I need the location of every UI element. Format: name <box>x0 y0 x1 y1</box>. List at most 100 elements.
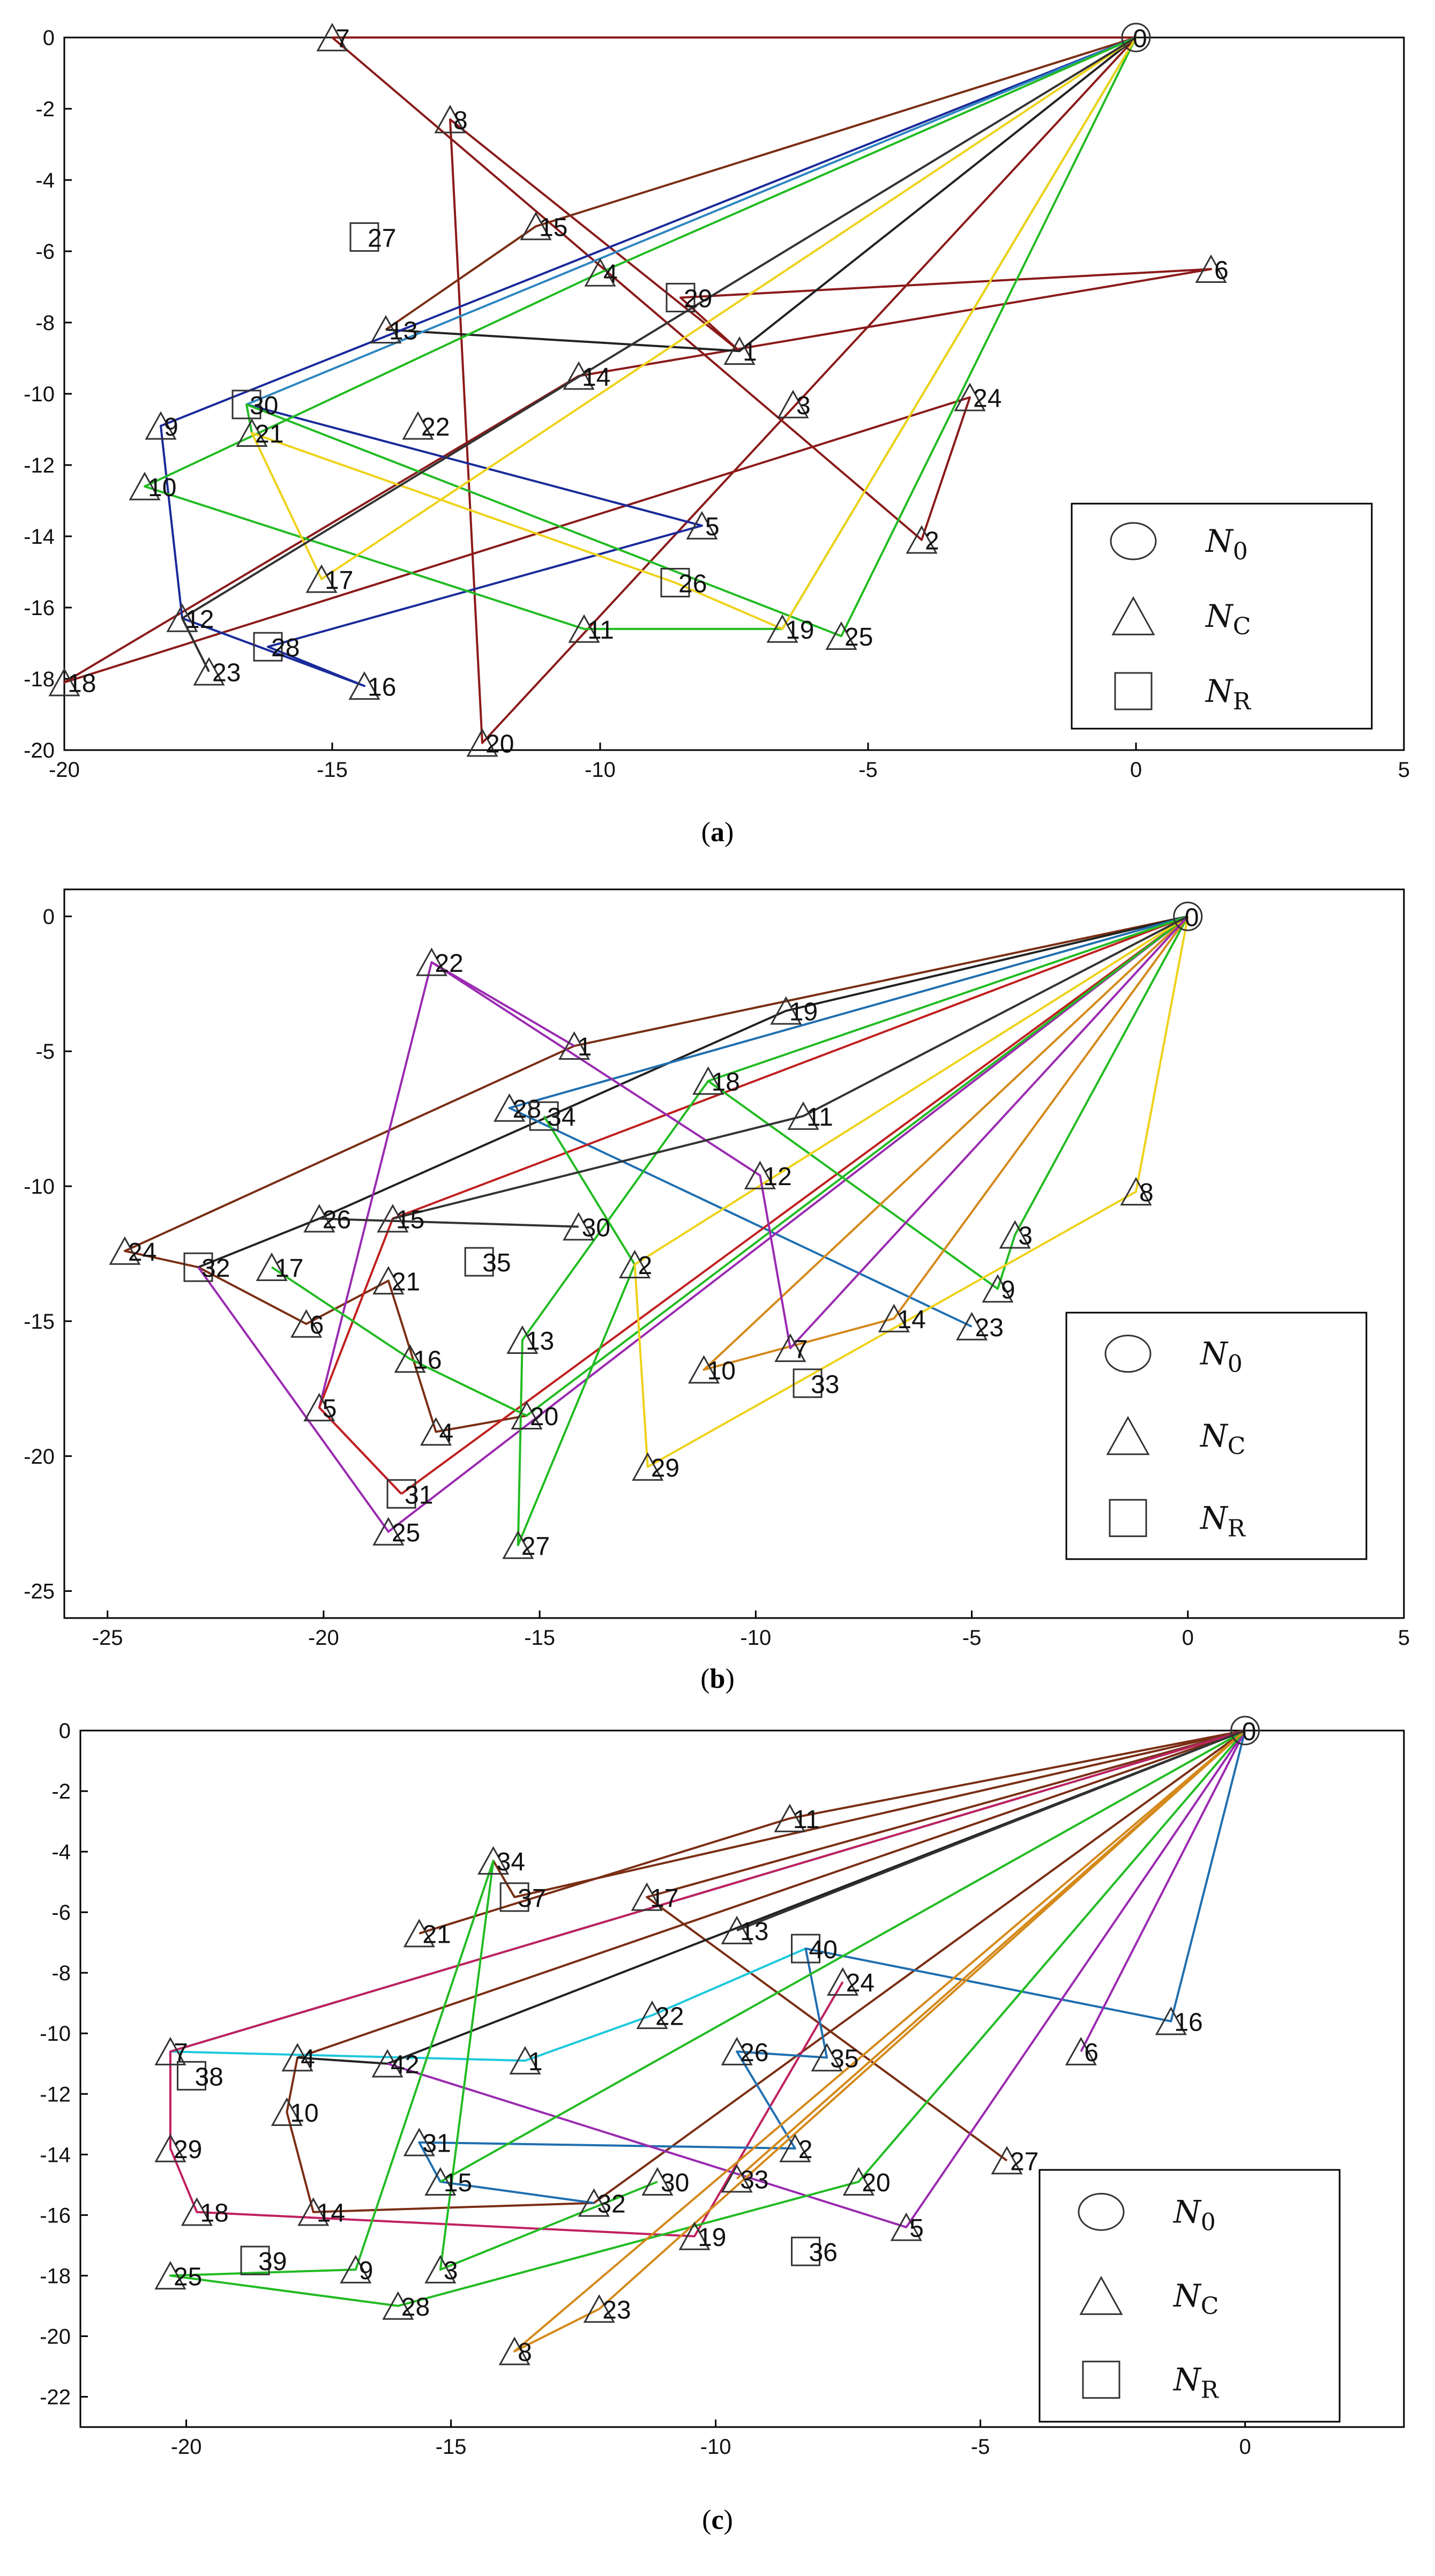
node-label: 27 <box>1010 2148 1038 2176</box>
node-14: 14 <box>878 1304 926 1334</box>
node-24: 24 <box>954 383 1001 413</box>
node-16: 16 <box>348 671 396 701</box>
node-26: 26 <box>660 567 707 598</box>
triangle-marker <box>825 621 857 650</box>
node-12: 12 <box>744 1160 792 1191</box>
node-label: 17 <box>275 1254 303 1283</box>
node-39: 39 <box>240 2245 287 2276</box>
x-tick-label: -15 <box>524 1626 555 1650</box>
node-label: 35 <box>830 2045 858 2073</box>
node-11: 11 <box>787 1101 833 1132</box>
y-tick-label: -14 <box>24 525 55 549</box>
triangle-marker <box>721 1915 753 1944</box>
legend-label: NC <box>1172 2278 1219 2320</box>
node-label: 16 <box>368 673 396 701</box>
triangle-marker <box>477 1846 510 1875</box>
node-label: 19 <box>698 2223 726 2252</box>
route-b-3 <box>508 915 1189 1328</box>
node-label: 1 <box>743 338 757 366</box>
square-marker <box>660 567 690 597</box>
triangle-marker <box>631 1882 663 1911</box>
depot-marker <box>1173 901 1203 931</box>
legend-triangle-icon <box>1079 2275 1123 2315</box>
x-tick-label: 0 <box>1239 2435 1251 2459</box>
triangle-marker <box>403 1919 435 1948</box>
node-0: 0 <box>1121 23 1151 53</box>
triangle-marker <box>48 668 80 697</box>
node-label: 9 <box>1001 1276 1015 1304</box>
triangle-marker <box>340 2255 372 2283</box>
node-label: 8 <box>1139 1179 1154 1207</box>
node-22: 22 <box>402 411 450 441</box>
y-tick-label: -4 <box>51 1840 71 1864</box>
node-27: 27 <box>502 1530 550 1561</box>
node-label: 22 <box>421 413 450 441</box>
x-tick-label: -5 <box>971 2435 990 2459</box>
node-label: 6 <box>310 1311 324 1339</box>
node-17: 17 <box>256 1252 303 1283</box>
node-27: 27 <box>349 222 396 252</box>
node-label: 37 <box>518 1884 546 1913</box>
triangle-marker <box>641 2167 674 2196</box>
triangle-marker <box>721 2036 753 2065</box>
square-marker <box>349 222 379 252</box>
node-3: 3 <box>999 1220 1033 1250</box>
node-13: 13 <box>506 1325 554 1356</box>
route-b-11 <box>633 915 1189 1468</box>
triangle-marker <box>774 1333 806 1362</box>
node-label: 16 <box>413 1346 442 1374</box>
node-label: 12 <box>185 605 214 634</box>
triangle-marker <box>494 1093 526 1122</box>
triangle-marker <box>1065 2036 1097 2065</box>
triangle-marker <box>563 361 595 390</box>
triangle-marker <box>1195 254 1227 283</box>
y-tick-label: -5 <box>35 1040 55 1064</box>
node-5: 5 <box>686 511 720 541</box>
chart-a: -20 -15 -10 -5 0 5 0 -2 -4 -6 -8 -10 -12 -14 -16 -18 -20… <box>24 23 1410 848</box>
node-label: 15 <box>396 1206 424 1234</box>
node-29: 29 <box>666 282 712 313</box>
route-a-8 <box>251 36 1137 630</box>
node-label: 33 <box>811 1371 839 1399</box>
node-label: 13 <box>389 317 417 345</box>
node-label: 29 <box>174 2136 202 2164</box>
route-a-2 <box>385 36 1137 331</box>
node-15: 15 <box>520 212 567 242</box>
square-marker <box>464 1247 494 1277</box>
triangle-marker <box>181 2197 213 2226</box>
node-label: 0 <box>1185 903 1199 932</box>
node-label: 5 <box>705 513 720 541</box>
legend-square-icon <box>1114 672 1153 710</box>
node-label: 25 <box>392 1519 420 1547</box>
legend: N0 NC NR <box>1071 503 1373 730</box>
node-label: 19 <box>789 998 818 1027</box>
route-b-6 <box>318 915 1189 1495</box>
depot-marker <box>1230 1716 1260 1746</box>
legend-triangle-icon <box>1111 596 1155 635</box>
triangle-marker <box>372 1517 405 1546</box>
node-6: 6 <box>1195 254 1229 284</box>
x-tick-label: 5 <box>1398 1626 1410 1650</box>
y-tick-label: -8 <box>35 311 55 335</box>
node-18: 18 <box>181 2197 229 2228</box>
plot-frame <box>79 1729 1405 2428</box>
node-label: 15 <box>539 213 567 242</box>
node-32: 32 <box>183 1252 230 1283</box>
node-label: 20 <box>530 1403 558 1431</box>
y-tick-label: -16 <box>24 596 55 620</box>
node-label: 1 <box>528 2048 543 2076</box>
triangle-marker <box>403 2128 435 2156</box>
node-8: 8 <box>498 2337 532 2367</box>
node-label: 28 <box>513 1095 541 1124</box>
route-a-1 <box>63 36 1212 744</box>
node-29: 29 <box>154 2133 202 2164</box>
figure-caption: (b) <box>700 1664 735 1694</box>
triangle-marker <box>256 1252 288 1281</box>
route-b-5 <box>197 915 1189 1533</box>
node-8: 8 <box>434 104 468 135</box>
chart-b: -25 -20 -15 -10 -5 0 50-5-10-15-20-25022191182… <box>24 888 1410 1694</box>
node-22: 22 <box>415 947 464 978</box>
legend-triangle-icon <box>1106 1416 1150 1455</box>
triangle-marker <box>281 2043 313 2072</box>
x-tick-label: -20 <box>49 758 80 782</box>
